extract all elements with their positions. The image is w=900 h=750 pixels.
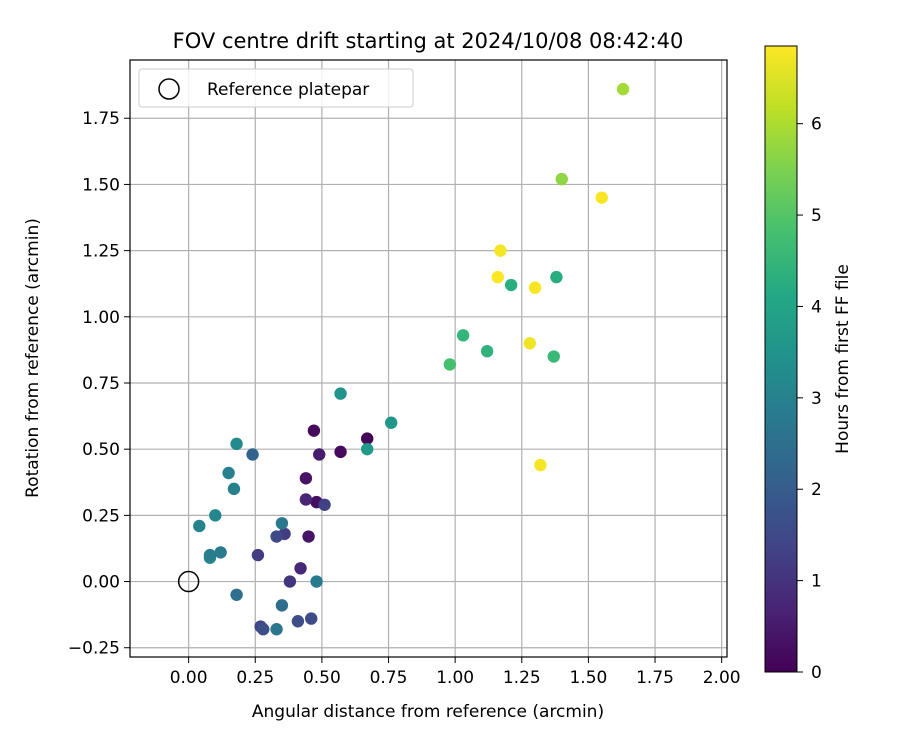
colorbar-tick-label: 4 bbox=[811, 297, 822, 317]
grid-lines bbox=[130, 60, 727, 657]
colorbar-tick-label: 0 bbox=[811, 663, 822, 683]
y-tick-label: 0.75 bbox=[82, 374, 120, 394]
data-point bbox=[550, 270, 563, 284]
data-point bbox=[275, 517, 289, 530]
legend: Reference platepar bbox=[138, 68, 414, 108]
y-tick-label: 1.00 bbox=[82, 308, 120, 328]
data-point bbox=[209, 509, 222, 522]
data-point bbox=[283, 575, 297, 588]
y-axis-ticks: −0.25 0.00 0.25 0.50 0.75 1.00 1.25 1.50 1.75 bbox=[68, 109, 130, 659]
y-tick-label: 1.75 bbox=[82, 109, 120, 129]
colorbar-label: Hours from first FF file bbox=[833, 264, 853, 454]
y-tick-label: −0.25 bbox=[68, 639, 120, 659]
data-point bbox=[203, 548, 217, 562]
data-point bbox=[616, 82, 630, 96]
colorbar-tick-label: 1 bbox=[811, 572, 822, 592]
data-points bbox=[193, 82, 630, 636]
colorbar-gradient bbox=[764, 45, 798, 673]
data-point bbox=[193, 519, 206, 533]
colorbar-tick-label: 2 bbox=[811, 480, 822, 500]
data-point bbox=[222, 466, 235, 480]
data-point bbox=[251, 548, 265, 562]
data-point bbox=[480, 345, 494, 358]
data-point bbox=[299, 493, 313, 506]
data-point bbox=[230, 588, 243, 601]
y-tick-label: 0.50 bbox=[82, 440, 120, 460]
data-point bbox=[257, 623, 270, 636]
plot-area-frame bbox=[129, 59, 728, 658]
legend-entry-label: Reference platepar bbox=[207, 80, 369, 100]
chart-title: FOV centre drift starting at 2024/10/08 … bbox=[173, 29, 684, 53]
data-point bbox=[318, 498, 331, 511]
data-point bbox=[555, 172, 568, 186]
data-point bbox=[214, 546, 227, 559]
data-point bbox=[443, 358, 457, 371]
x-tick-label: 0.00 bbox=[170, 668, 208, 688]
x-tick-label: 0.25 bbox=[236, 668, 274, 688]
data-point bbox=[523, 337, 536, 350]
data-point bbox=[361, 432, 374, 445]
y-tick-label: 1.50 bbox=[82, 175, 120, 195]
data-point bbox=[291, 615, 305, 628]
data-point bbox=[361, 442, 374, 456]
colorbar-tick-label: 5 bbox=[811, 206, 822, 226]
x-tick-label: 2.00 bbox=[703, 668, 741, 688]
x-tick-label: 0.50 bbox=[303, 668, 341, 688]
y-tick-label: 0.00 bbox=[82, 573, 120, 593]
x-tick-label: 1.25 bbox=[503, 668, 541, 688]
data-point bbox=[246, 448, 259, 461]
data-point bbox=[528, 281, 542, 294]
data-point bbox=[305, 612, 318, 625]
x-tick-label: 1.00 bbox=[436, 668, 474, 688]
data-point bbox=[294, 562, 307, 575]
data-point bbox=[270, 530, 283, 543]
legend-reference-marker-icon bbox=[158, 78, 180, 100]
data-point bbox=[334, 445, 347, 459]
data-point bbox=[456, 329, 470, 342]
data-point bbox=[494, 244, 507, 257]
data-point bbox=[547, 350, 560, 363]
data-point bbox=[307, 424, 321, 437]
data-point bbox=[334, 387, 347, 400]
x-tick-label: 0.75 bbox=[370, 668, 408, 688]
data-point bbox=[270, 623, 283, 636]
data-point bbox=[302, 530, 315, 543]
data-point bbox=[595, 191, 608, 204]
data-point bbox=[275, 599, 289, 612]
colorbar-tick-label: 6 bbox=[811, 115, 822, 135]
data-point bbox=[384, 416, 398, 429]
data-point bbox=[313, 448, 326, 461]
data-point bbox=[227, 482, 241, 496]
data-point bbox=[299, 472, 313, 485]
y-tick-label: 1.25 bbox=[82, 242, 120, 262]
x-axis-ticks: 0.00 0.25 0.50 0.75 1.00 1.25 1.50 1.75 2.00 bbox=[170, 657, 741, 688]
x-tick-label: 1.50 bbox=[569, 668, 607, 688]
data-point bbox=[534, 458, 547, 472]
legend-box bbox=[138, 68, 414, 108]
x-tick-label: 1.75 bbox=[636, 668, 674, 688]
data-point bbox=[504, 278, 518, 292]
y-tick-label: 0.25 bbox=[82, 506, 120, 526]
colorbar-tick-label: 3 bbox=[811, 389, 822, 409]
x-axis-label: Angular distance from reference (arcmin) bbox=[252, 702, 604, 722]
reference-platepar-marker bbox=[177, 570, 200, 593]
data-point bbox=[310, 575, 323, 588]
colorbar: 0 1 2 3 4 5 6 Hours from first FF file bbox=[764, 45, 853, 683]
data-point bbox=[491, 270, 504, 284]
colorbar-ticks: 0 1 2 3 4 5 6 bbox=[797, 115, 822, 683]
data-point bbox=[230, 437, 243, 451]
y-axis-label: Rotation from reference (arcmin) bbox=[23, 218, 43, 498]
